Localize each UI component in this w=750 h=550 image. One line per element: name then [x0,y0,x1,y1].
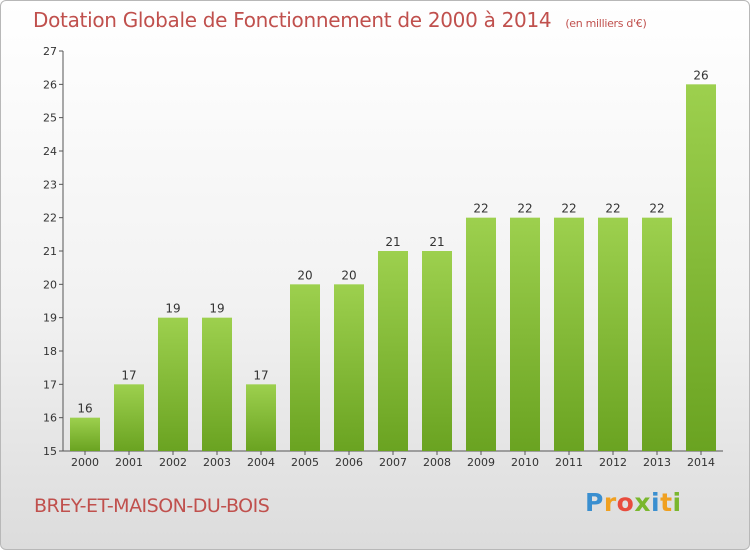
bar-2005 [290,284,320,451]
logo-letter: P [585,488,604,517]
x-tick-label: 2001 [115,456,143,469]
x-tick-label: 2004 [247,456,275,469]
chart-title-text: Dotation Globale de Fonctionnement de 20… [33,8,552,32]
bar-2012 [598,217,628,451]
bar-2004 [246,384,276,451]
y-tick-label: 22 [43,212,57,225]
y-tick-label: 17 [43,378,57,391]
value-label: 22 [649,202,664,216]
bar-2008 [422,251,452,451]
y-tick-label: 27 [43,45,57,58]
bar-2000 [70,417,100,451]
y-tick-label: 15 [43,445,57,458]
bar-2014 [686,84,716,451]
logo-letter: i [651,488,661,517]
value-label: 26 [693,68,708,82]
value-label: 17 [121,368,136,382]
x-tick-label: 2002 [159,456,187,469]
value-label: 22 [473,202,488,216]
value-label: 22 [561,202,576,216]
value-label: 20 [341,268,356,282]
x-tick-label: 2009 [467,456,495,469]
x-tick-label: 2005 [291,456,319,469]
x-tick-label: 2014 [687,456,715,469]
logo-letter: i [672,488,682,517]
chart-value-labels: 16 17 19 19 17 20 20 21 21 22 22 22 22 22 26 [77,68,708,415]
value-label: 17 [253,368,268,382]
value-label: 22 [605,202,620,216]
x-tick-label: 2006 [335,456,363,469]
logo-letter: x [634,488,651,517]
value-label: 20 [297,268,312,282]
bar-2001 [114,384,144,451]
y-tick-label: 16 [43,412,57,425]
commune-name: BREY-ET-MAISON-DU-BOIS [34,495,270,517]
x-tick-label: 2000 [71,456,99,469]
value-label: 21 [385,235,400,249]
y-tick-label: 19 [43,312,57,325]
x-tick-label: 2010 [511,456,539,469]
bar-2006 [334,284,364,451]
proxiti-logo: Proxiti [585,488,682,517]
y-tick-label: 21 [43,245,57,258]
bar-2010 [510,217,540,451]
bar-2013 [642,217,672,451]
logo-letter: t [660,488,673,517]
x-tick-label: 2011 [555,456,583,469]
value-label: 22 [517,202,532,216]
value-label: 19 [209,302,224,316]
y-tick-label: 23 [43,178,57,191]
x-tick-label: 2007 [379,456,407,469]
bar-2007 [378,251,408,451]
value-label: 19 [165,302,180,316]
bar-2009 [466,217,496,451]
chart-bars [70,84,716,451]
value-label: 21 [429,235,444,249]
y-tick-label: 25 [43,112,57,125]
y-tick-label: 20 [43,278,57,291]
value-label: 16 [77,402,92,416]
bar-2011 [554,217,584,451]
y-tick-label: 18 [43,345,57,358]
y-tick-label: 24 [43,145,57,158]
x-tick-label: 2012 [599,456,627,469]
x-tick-label: 2003 [203,456,231,469]
logo-letter: r [603,488,617,517]
bar-2003 [202,317,232,451]
logo-letter: o [616,488,635,517]
x-tick-label: 2013 [643,456,671,469]
y-tick-label: 26 [43,78,57,91]
chart-axes: 15 16 17 18 19 20 21 22 23 24 25 26 27 2000 2001 2002 20… [43,45,723,469]
chart-title: Dotation Globale de Fonctionnement de 20… [33,8,647,32]
chart-subtitle: (en milliers d'€) [565,17,647,30]
x-tick-label: 2008 [423,456,451,469]
bar-2002 [158,317,188,451]
